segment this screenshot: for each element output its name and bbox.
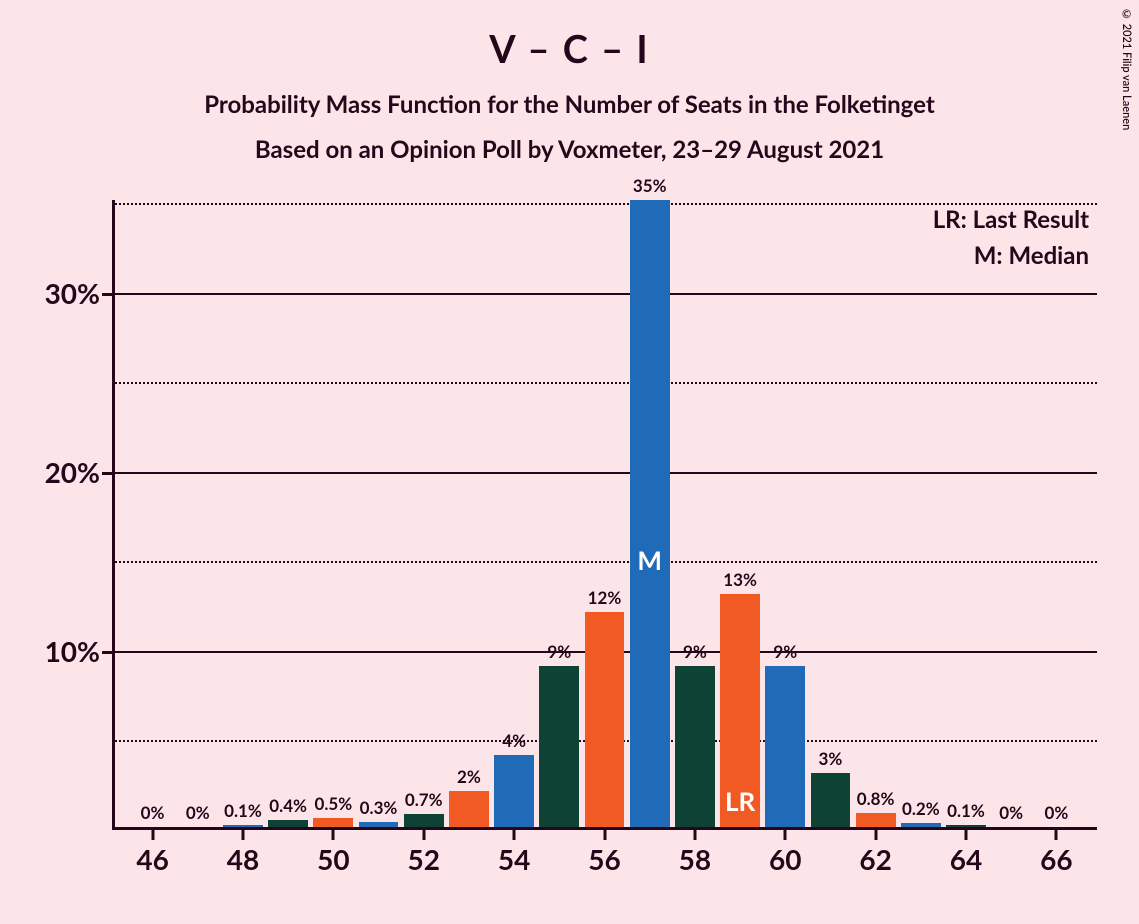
bar-label: 0.1% [224, 800, 262, 821]
bar-label: 0% [1044, 802, 1068, 823]
grid-minor [115, 382, 1097, 384]
y-axis [112, 200, 115, 830]
x-tick-label: 50 [317, 842, 349, 876]
bar-59: 13%LR [720, 594, 760, 827]
bar-label: 0% [999, 802, 1023, 823]
bar-label: 9% [683, 641, 707, 662]
bar-label: 0.3% [360, 797, 398, 818]
bar-61: 3% [811, 773, 851, 827]
legend-m: M: Median [933, 238, 1089, 274]
y-tick-label: 20% [45, 455, 100, 489]
x-tick-label: 66 [1040, 842, 1072, 876]
bar-label: 0.8% [857, 788, 895, 809]
bar-label: 9% [773, 641, 797, 662]
chart-subtitle-1: Probability Mass Function for the Number… [0, 90, 1139, 119]
bar-label: 0% [141, 802, 165, 823]
chart-plot-area: 10%20%30%0%0%0.1%0.4%0.5%0.3%0.7%2%4%9%1… [112, 200, 1097, 830]
last-result-label: LR [725, 785, 755, 817]
bar-56: 12% [585, 612, 625, 827]
grid-minor [115, 561, 1097, 563]
bar-55: 9% [539, 666, 579, 827]
bar-label: 9% [547, 641, 571, 662]
y-tick-label: 10% [45, 634, 100, 668]
bar-label: 12% [588, 587, 622, 608]
x-tick [603, 830, 606, 840]
y-tick [102, 472, 112, 475]
x-tick [693, 830, 696, 840]
bar-60: 9% [765, 666, 805, 827]
bar-label: 0.7% [405, 789, 443, 810]
x-tick-label: 62 [859, 842, 891, 876]
bar-label: 4% [502, 730, 526, 751]
bar-58: 9% [675, 666, 715, 827]
copyright-text: © 2021 Filip van Laenen [1120, 8, 1133, 130]
grid-major [115, 472, 1097, 474]
x-tick-label: 48 [227, 842, 259, 876]
bar-57: 35%M [630, 200, 670, 827]
x-tick [874, 830, 877, 840]
x-tick-label: 58 [679, 842, 711, 876]
bar-label: 0.4% [269, 795, 307, 816]
x-tick-label: 54 [498, 842, 530, 876]
bar-label: 2% [457, 766, 481, 787]
x-tick [513, 830, 516, 840]
x-tick [332, 830, 335, 840]
x-tick-label: 46 [136, 842, 168, 876]
x-tick [151, 830, 154, 840]
x-tick [1055, 830, 1058, 840]
x-tick [965, 830, 968, 840]
chart-title: V – C – I [0, 0, 1139, 72]
median-label: M [637, 544, 662, 576]
bar-label: 0.5% [314, 793, 352, 814]
y-tick-label: 30% [45, 276, 100, 310]
bar-49: 0.4% [268, 820, 308, 827]
bar-label: 35% [633, 175, 667, 196]
y-tick [102, 651, 112, 654]
legend: LR: Last ResultM: Median [933, 202, 1089, 274]
x-tick-label: 52 [407, 842, 439, 876]
x-tick [784, 830, 787, 840]
bar-label: 0.1% [947, 800, 985, 821]
bar-52: 0.7% [404, 814, 444, 827]
grid-major [115, 293, 1097, 295]
x-tick-label: 64 [950, 842, 982, 876]
y-tick [102, 293, 112, 296]
bar-54: 4% [494, 755, 534, 827]
bar-label: 3% [819, 748, 843, 769]
x-tick-label: 56 [588, 842, 620, 876]
bar-label: 0.2% [902, 798, 940, 819]
chart-subtitle-2: Based on an Opinion Poll by Voxmeter, 23… [0, 135, 1139, 164]
legend-lr: LR: Last Result [933, 202, 1089, 238]
bar-53: 2% [449, 791, 489, 827]
bar-62: 0.8% [856, 813, 896, 827]
x-tick [422, 830, 425, 840]
x-tick [241, 830, 244, 840]
bar-label: 13% [723, 569, 757, 590]
bar-50: 0.5% [313, 818, 353, 827]
x-tick-label: 60 [769, 842, 801, 876]
bar-label: 0% [186, 802, 210, 823]
